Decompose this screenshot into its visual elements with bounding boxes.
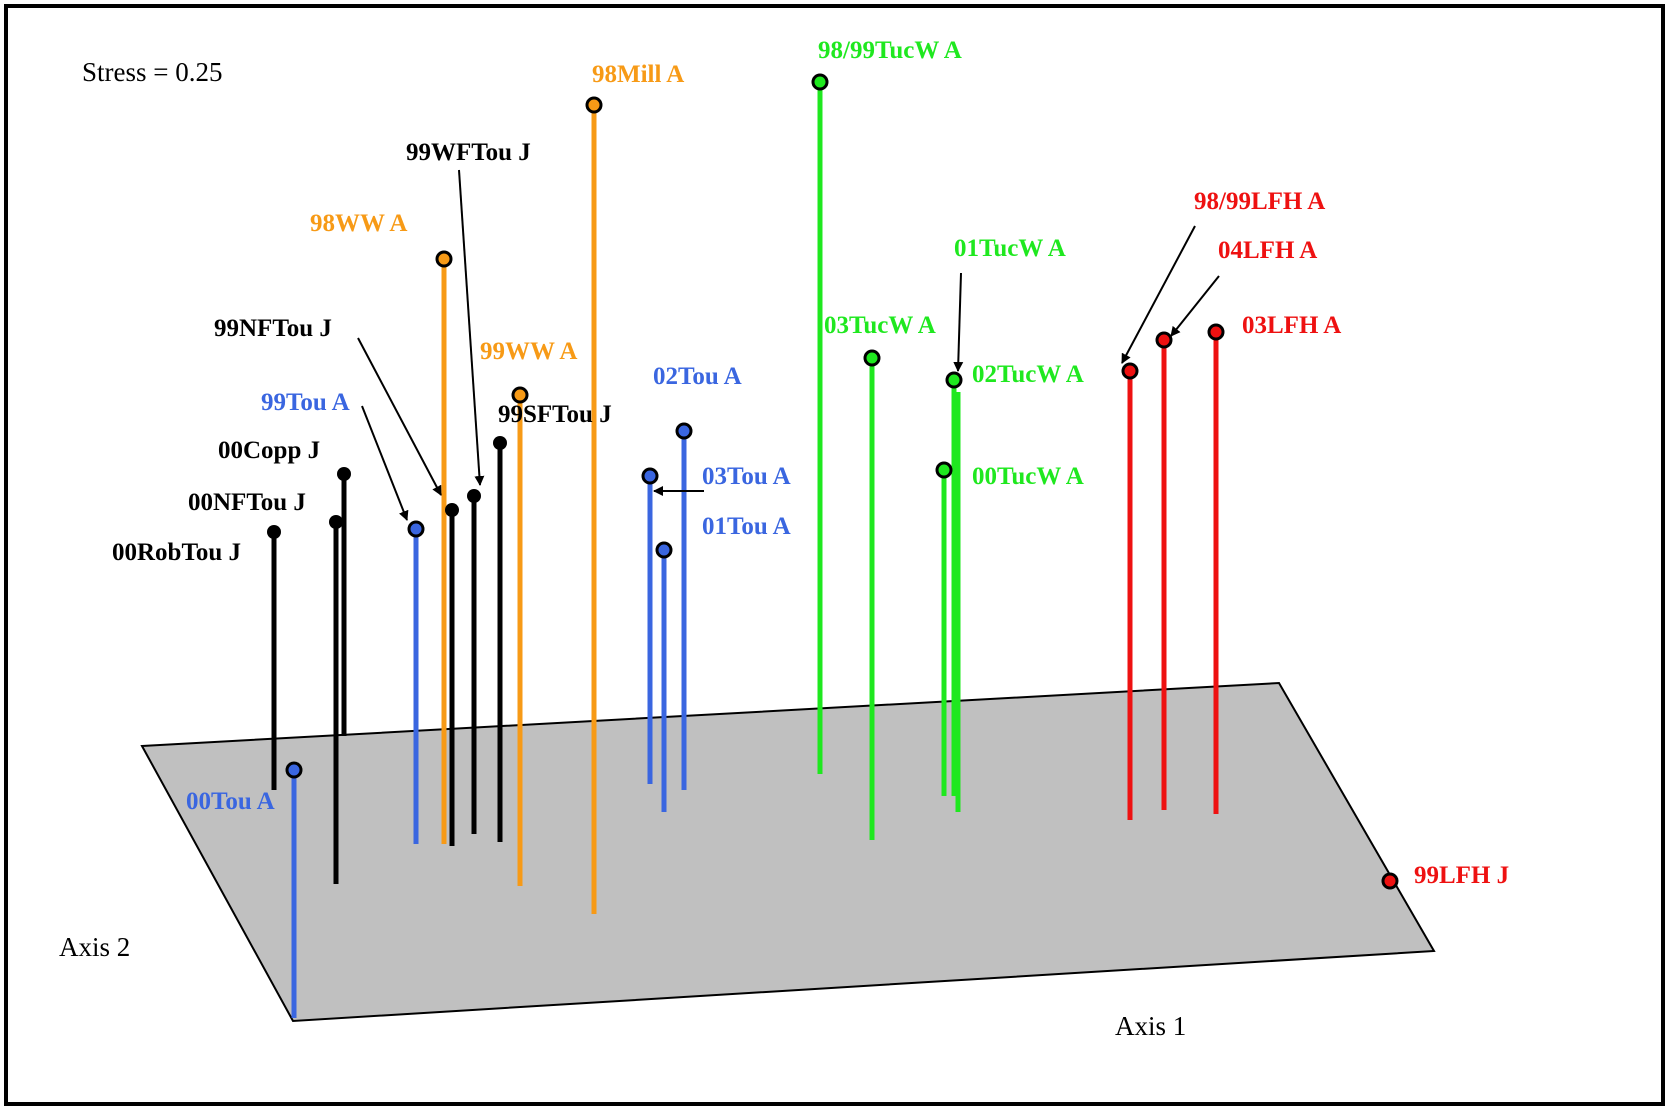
label-98-99tucw-a: 98/99TucW A xyxy=(818,37,962,64)
point-98-99tucw-a xyxy=(811,73,829,91)
point-03lfh-a xyxy=(1207,323,1225,341)
chart-frame: Stress = 0.25 Axis 2 Axis 1 00RobTou J 00… xyxy=(4,4,1665,1106)
point-99lfh-j xyxy=(1381,872,1399,890)
point-03tucw-a xyxy=(863,349,881,367)
point-98ww-a xyxy=(435,250,453,268)
label-04lfh-a: 04LFH A xyxy=(1218,237,1317,264)
point-04lfh-a xyxy=(1155,331,1173,349)
label-03tou-a: 03Tou A xyxy=(702,463,791,490)
label-98ww-a: 98WW A xyxy=(310,210,407,237)
label-00tou-a: 00Tou A xyxy=(186,788,275,815)
pointer-arrow-1 xyxy=(357,337,442,496)
axis-1-label: Axis 1 xyxy=(1115,1011,1186,1041)
point-99sftou-j xyxy=(493,436,507,450)
point-02tou-a xyxy=(675,422,693,440)
pointer-arrow-7 xyxy=(1170,275,1220,337)
pointer-arrow-2 xyxy=(458,169,485,486)
point-00robtou-j xyxy=(267,525,281,539)
axis-2-label: Axis 2 xyxy=(59,932,130,962)
pointer-arrow-3 xyxy=(361,405,409,521)
label-99lfh-j: 99LFH J xyxy=(1414,862,1509,889)
point-01tou-a xyxy=(655,541,673,559)
label-01tucw-a: 01TucW A xyxy=(954,235,1066,262)
arrows-layer xyxy=(357,169,1220,521)
point-99nftou-j xyxy=(445,503,459,517)
label-00tucw-a: 00TucW A xyxy=(972,463,1084,490)
nmds-3d-chart: Stress = 0.25 Axis 2 Axis 1 00RobTou J00… xyxy=(59,37,1509,1041)
point-00copp-j xyxy=(337,467,351,481)
axis-plane xyxy=(140,681,1436,1023)
point-00tou-a xyxy=(285,761,303,779)
point-01tucw-a xyxy=(945,371,963,389)
stems-layer xyxy=(271,82,1219,1018)
label-99sftou-j: 99SFTou J xyxy=(498,401,612,428)
label-00nftou-j: 00NFTou J xyxy=(188,489,306,516)
label-02tou-a: 02Tou A xyxy=(653,363,742,390)
point-99tou-a xyxy=(407,520,425,538)
point-03tou-a xyxy=(641,467,659,485)
point-00tucw-a xyxy=(935,461,953,479)
label-00robtou-j: 00RobTou J xyxy=(112,539,241,566)
label-98mill-a: 98Mill A xyxy=(592,61,684,88)
point-98mill-a xyxy=(585,96,603,114)
label-98-99lfh-a: 98/99LFH A xyxy=(1194,188,1325,215)
label-99nftou-j: 99NFTou J xyxy=(214,315,332,342)
label-02tucw-a: 02TucW A xyxy=(972,361,1084,388)
label-03lfh-a: 03LFH A xyxy=(1242,312,1341,339)
labels-layer: 00RobTou J 00NFTou J 00Copp J 99NFTou J 99WF… xyxy=(112,37,1509,889)
pointer-arrow-6 xyxy=(1121,225,1196,364)
label-99tou-a: 99Tou A xyxy=(261,389,350,416)
label-03tucw-a: 03TucW A xyxy=(824,312,936,339)
label-01tou-a: 01Tou A xyxy=(702,513,791,540)
markers-layer xyxy=(267,73,1399,890)
point-00nftou-j xyxy=(329,515,343,529)
point-99wftou-j xyxy=(467,489,481,503)
pointer-arrow-5 xyxy=(953,272,964,372)
stress-text: Stress = 0.25 xyxy=(82,57,222,87)
point-98-99lfh-a xyxy=(1121,362,1139,380)
point-99ww-a xyxy=(511,386,529,404)
label-99ww-a: 99WW A xyxy=(480,338,577,365)
label-00copp-j: 00Copp J xyxy=(218,437,320,464)
label-99wftou-j: 99WFTou J xyxy=(406,139,531,166)
